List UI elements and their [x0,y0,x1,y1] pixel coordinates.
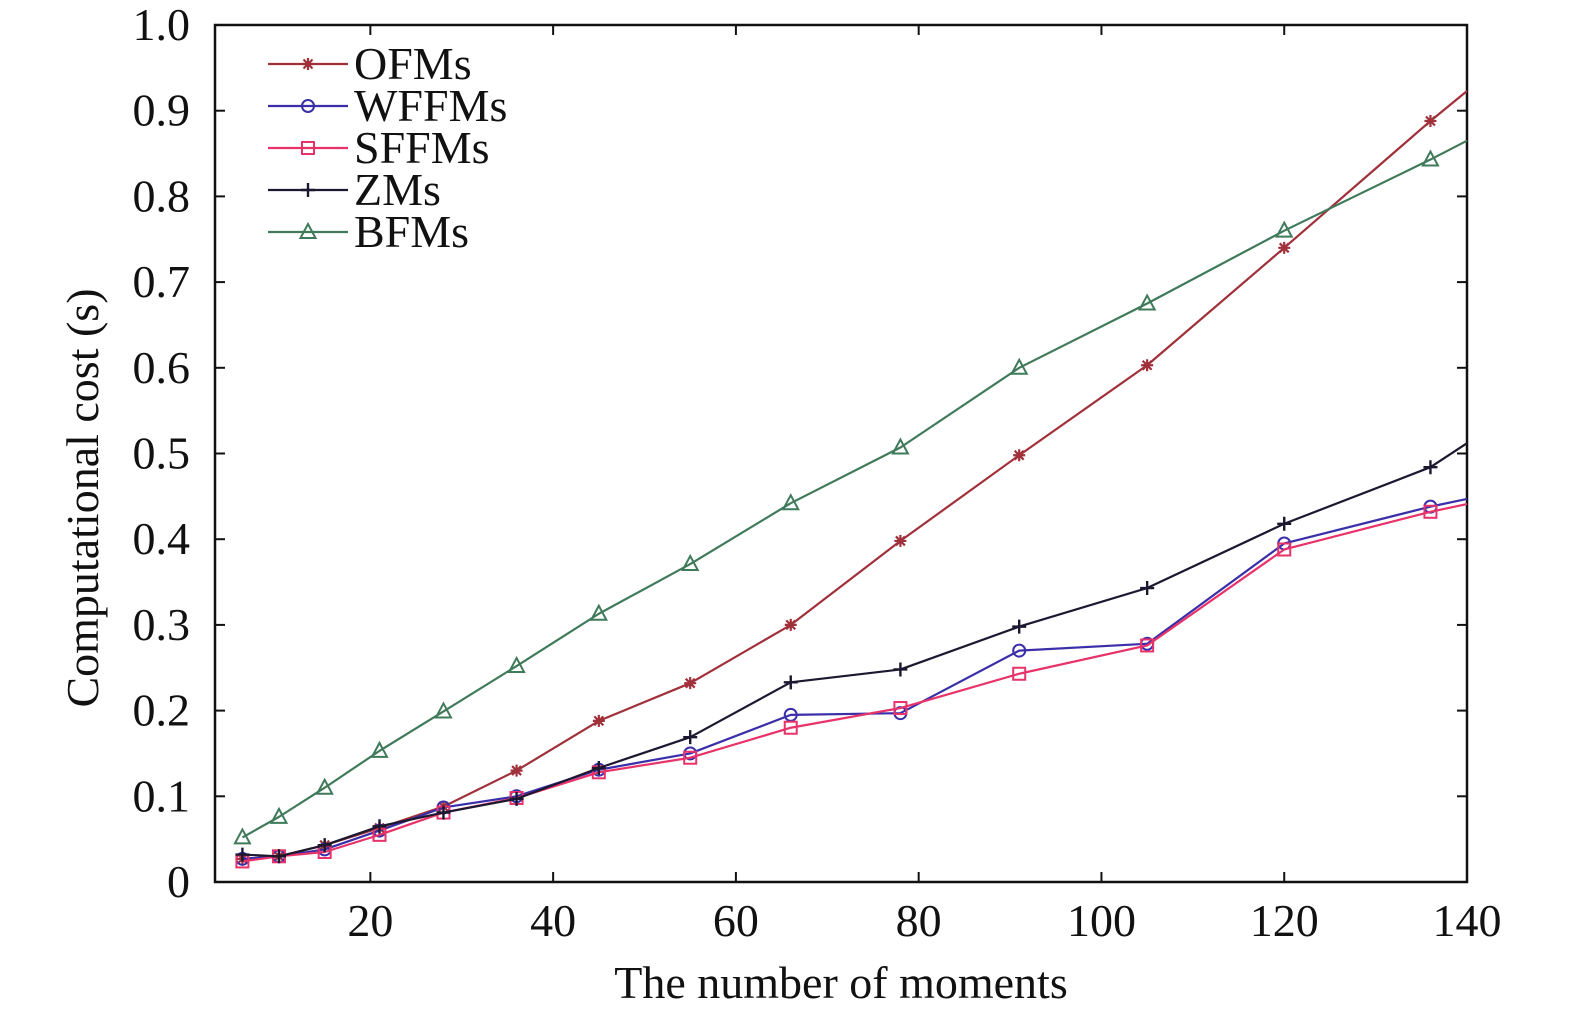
data-point-bfms [589,603,608,621]
legend-marker-sffms [301,141,315,155]
legend-label-bfms: BFMs [354,206,469,257]
x-tick-label: 60 [713,895,759,946]
data-point-sffms [893,701,908,716]
data-point-sffms [1140,638,1155,653]
x-tick-label: 100 [1067,895,1136,946]
y-tick-label: 1.0 [133,0,191,50]
y-tick-label: 0.9 [133,85,191,136]
legend-label-ofms: OFMs [354,38,472,89]
data-point-zms [683,730,698,745]
axes-layer: 20 40 60 80 100 120 140 0 0.1 0.2 0.3 0.4 0.5 0.6 0.7 0… [133,0,1502,946]
data-point-sffms [1277,542,1292,557]
data-point-bfms [1010,357,1029,375]
data-point-sffms [783,720,798,735]
x-tick-label: 40 [530,895,576,946]
data-point-zms [893,662,908,677]
data-point-zms [509,791,524,806]
data-point-ofms [1141,359,1154,372]
data-point-ofms [784,618,797,631]
series-line-wffms [242,497,1468,860]
y-tick-label: 0.5 [133,428,191,479]
data-point-zms [1423,460,1438,475]
series-wffms [235,497,1468,866]
data-point-zms [317,838,332,853]
legend-marker-bfms [298,221,318,239]
data-point-zms [1140,581,1155,596]
data-point-zms [591,761,606,776]
y-tick-label: 0.1 [133,770,191,821]
data-point-bfms [1137,293,1157,311]
series-sffms [235,502,1468,869]
legend-marker-ofms [302,58,314,70]
y-tick-label: 0.3 [133,599,191,650]
y-axis-label: Computational cost (s) [57,288,108,707]
data-point-bfms [681,553,700,572]
legend-label-zms: ZMs [354,164,441,215]
series-zms [235,442,1468,864]
data-point-ofms [510,764,523,777]
data-point-ofms [592,714,605,727]
series-line-zms [242,442,1468,858]
data-point-ofms [1278,241,1291,254]
x-tick-label: 120 [1250,895,1319,946]
data-point-sffms [683,750,698,765]
y-tick-label: 0.8 [133,170,191,221]
x-tick-label: 20 [347,895,393,946]
data-point-bfms [507,655,526,674]
legend-label-wffms: WFFMs [354,80,507,131]
y-tick-label: 0.6 [133,342,191,393]
data-point-ofms [894,534,907,547]
x-tick-label: 80 [896,895,942,946]
legend-entry-bfms: BFMs [268,206,469,257]
data-point-sffms [1423,504,1438,519]
data-point-zms [372,819,387,834]
data-point-bfms [269,806,289,824]
series-layer [233,90,1468,869]
legend-entry-zms: ZMs [268,164,441,215]
legend-marker-zms [301,183,315,197]
series-bfms [233,139,1468,845]
y-tick-label: 0.4 [133,513,191,564]
data-point-zms [1277,516,1292,531]
data-point-bfms [233,827,252,845]
data-point-zms [1012,619,1027,634]
data-point-zms [235,847,250,862]
data-point-sffms [1012,666,1027,681]
y-tick-label: 0 [167,856,190,907]
data-point-bfms [1421,149,1440,167]
data-point-ofms [1424,114,1437,127]
legend-marker-wffms [301,99,315,113]
data-point-zms [271,849,286,864]
x-axis-label: The number of moments [614,957,1068,1008]
data-point-zms [783,675,798,690]
data-point-bfms [891,437,910,455]
data-point-bfms [781,493,800,511]
y-tick-label: 0.7 [133,256,191,307]
data-point-ofms [1013,449,1026,462]
data-point-bfms [370,740,389,758]
data-point-bfms [315,777,334,795]
data-point-bfms [1275,220,1294,238]
data-point-wffms [1012,643,1027,658]
data-point-ofms [684,677,697,690]
data-point-bfms [434,701,453,719]
x-tick-label: 140 [1433,895,1502,946]
legend-entry-sffms: SFFMs [268,122,490,173]
legend-entry-wffms: WFFMs [268,80,507,131]
series-line-bfms [241,139,1468,839]
legend-entry-ofms: OFMs [268,38,472,89]
data-point-zms [436,805,451,820]
y-tick-label: 0.2 [133,685,191,736]
legend-label-sffms: SFFMs [354,122,490,173]
series-line-sffms [242,502,1468,863]
